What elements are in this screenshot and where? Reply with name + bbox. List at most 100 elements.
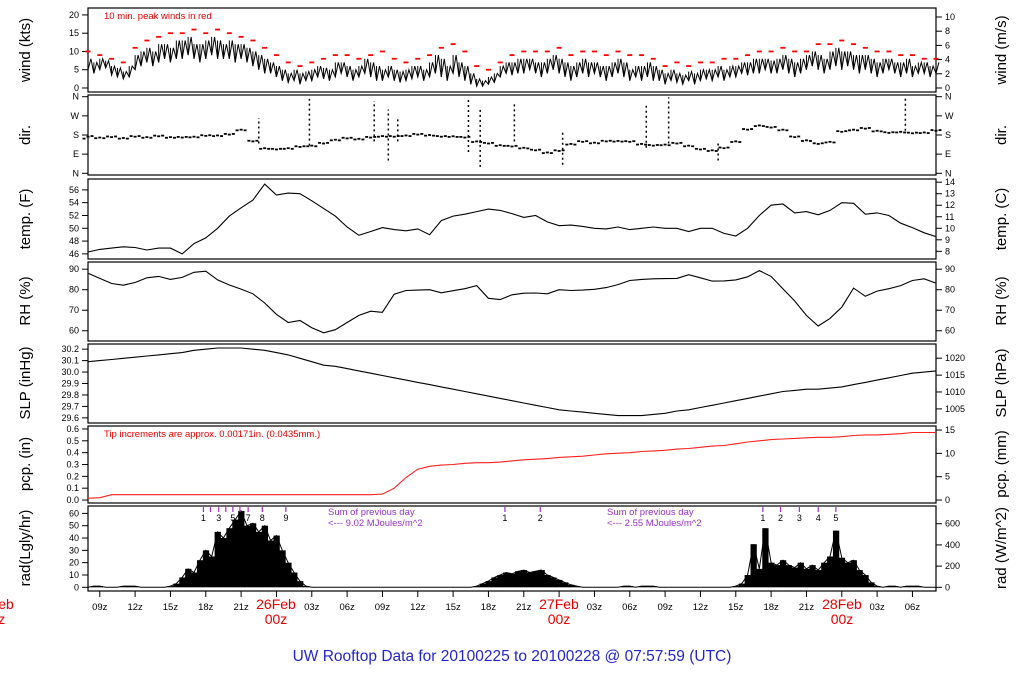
ytick-left-rad: 30 <box>69 545 79 555</box>
peak-dash <box>132 46 138 49</box>
ytick-left-rh: 90 <box>69 264 79 274</box>
ytick-left-rad: 60 <box>69 508 79 518</box>
ytick-right-temp: 11 <box>945 212 954 222</box>
ytick-left-slp: 29.9 <box>61 379 79 389</box>
xtick-label: 09z <box>657 602 673 613</box>
ytick-right-dir: N <box>945 168 952 178</box>
ytick-right-dir: E <box>945 149 951 159</box>
ytick-left-slp: 30.2 <box>61 344 79 354</box>
peak-dash <box>262 46 268 49</box>
peak-dash <box>697 61 703 64</box>
ytick-right-temp: 8 <box>945 246 950 256</box>
ytick-right-dir: W <box>945 111 954 121</box>
date-label-26feb: 26Feb 00z <box>244 597 308 627</box>
ytick-left-slp: 30.0 <box>61 367 79 377</box>
xtick-label: 15z <box>163 602 179 613</box>
ytick-left-rad: 40 <box>69 533 79 543</box>
peak-dash <box>238 35 244 38</box>
peak-dash <box>662 65 668 67</box>
rad-mj-label: 8 <box>260 513 265 523</box>
ytick-left-wind: 5 <box>74 65 79 75</box>
peak-dash <box>815 43 821 46</box>
peak-dash <box>321 57 327 60</box>
peak-dash <box>144 39 150 42</box>
ytick-right-rh: 90 <box>945 264 955 274</box>
panel-box-wind <box>87 7 937 93</box>
ytick-right-temp: 13 <box>945 189 955 199</box>
ytick-left-slp: 29.7 <box>61 401 79 411</box>
ytick-right-wind: 0 <box>945 83 950 93</box>
panel-rh: 60 70 80 90 60 70 80 90 <box>69 261 955 342</box>
peak-dash <box>309 61 315 64</box>
ytick-left-temp: 54 <box>69 198 79 208</box>
ytick-left-dir: E <box>73 149 79 159</box>
ytick-right-wind: 6 <box>945 40 950 50</box>
rad-sum-day1: Sum of previous day <--- 9.02 MJoules/m^… <box>328 507 422 529</box>
rad-sum-day1-line2: <--- 9.02 MJoules/m^2 <box>328 518 423 529</box>
series-sea_level_pressure_inHg <box>87 347 937 417</box>
peak-dash <box>427 54 433 57</box>
ytick-left-wind: 20 <box>69 10 79 20</box>
peak-dash <box>603 54 609 57</box>
peak-dash <box>332 54 338 57</box>
date-label-26feb-line1: 26Feb <box>256 596 296 612</box>
ytick-right-wind: 8 <box>945 26 950 36</box>
date-label-25feb: 25Feb 00z <box>0 597 26 627</box>
ytick-right-rad: 400 <box>945 540 960 550</box>
peak-dash <box>97 54 103 57</box>
xtick-label: 09z <box>375 602 391 613</box>
xtick-label: 18z <box>481 602 497 613</box>
rad-mj-label: 7 <box>246 513 251 523</box>
peak-dash <box>756 50 762 53</box>
ytick-left-dir: S <box>73 130 79 140</box>
peak-dash <box>297 65 303 67</box>
xtick-label: 03z <box>587 602 603 613</box>
rad-mj-label: 1 <box>201 513 206 523</box>
ytick-right-slp: 1020 <box>945 353 965 363</box>
xtick-label: 15z <box>445 602 461 613</box>
series-relative_humidity_pct <box>87 269 937 334</box>
peak-dash <box>580 50 586 53</box>
date-label-28feb: 28Feb 00z <box>810 597 874 627</box>
ytick-left-slp: 30.1 <box>61 356 79 366</box>
peak-dash <box>768 50 774 53</box>
ytick-right-temp: 14 <box>945 177 955 187</box>
peak-dash <box>391 57 397 60</box>
xtick-label: 12z <box>410 602 426 613</box>
xtick-label: 03z <box>869 602 885 613</box>
xtick-label: 15z <box>728 602 744 613</box>
ytick-right-pcp: 10 <box>945 448 955 458</box>
peak-dash <box>521 50 527 53</box>
ytick-right-pcp: 5 <box>945 472 950 482</box>
xtick-label: 12z <box>127 602 143 613</box>
date-label-28feb-line2: 00z <box>830 611 854 627</box>
peak-dash <box>780 46 786 49</box>
ytick-right-slp: 1005 <box>945 404 965 414</box>
ytick-left-temp: 56 <box>69 185 79 195</box>
peak-dash <box>450 43 456 46</box>
peak-dash <box>485 68 491 71</box>
ytick-right-wind: 4 <box>945 55 950 65</box>
peak-dash <box>686 65 692 67</box>
date-label-27feb: 27Feb 00z <box>527 597 591 627</box>
series-wind_range_kts <box>87 36 940 88</box>
ytick-right-dir: N <box>945 92 952 102</box>
rad-mj-label: 5 <box>833 513 838 523</box>
xtick-label: 09z <box>92 602 108 613</box>
peak-dash <box>556 46 562 49</box>
ytick-right-rh: 60 <box>945 326 955 336</box>
peak-dash <box>533 50 539 53</box>
peak-dash <box>285 61 291 64</box>
peak-dash <box>179 32 185 35</box>
ytick-left-temp: 50 <box>69 223 79 233</box>
wind-peak-note: 10 min. peak winds in red <box>104 11 212 22</box>
peak-dash <box>85 50 91 53</box>
peak-dash <box>650 57 656 60</box>
rad-mj-label: 1 <box>502 513 507 523</box>
ytick-right-rad: 0 <box>945 582 950 592</box>
ytick-left-dir: N <box>73 92 80 102</box>
peak-dash <box>356 57 362 60</box>
rad-mj-label: 2 <box>778 513 783 523</box>
